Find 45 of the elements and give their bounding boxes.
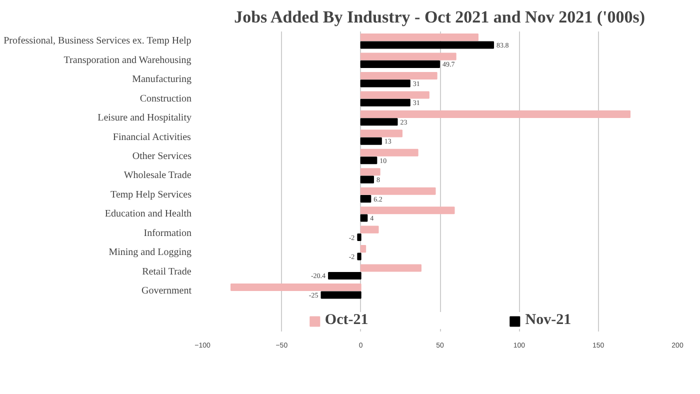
bar	[360, 195, 372, 203]
y-tick-label: Government	[142, 286, 192, 297]
bar	[320, 291, 362, 299]
bar	[360, 130, 402, 138]
bar	[360, 156, 378, 164]
bar	[360, 80, 410, 88]
bar	[360, 137, 382, 145]
bar	[357, 234, 362, 242]
bar	[360, 176, 374, 184]
bar	[360, 264, 422, 272]
bar	[360, 206, 455, 214]
chart-title: Jobs Added By Industry - Oct 2021 and Nov 2021 ('000s)	[234, 8, 645, 26]
y-tick-label: Leisure and Hospitality	[98, 112, 192, 124]
bar	[360, 34, 478, 42]
y-tick-label: Construction	[140, 93, 192, 104]
bar	[360, 91, 430, 99]
y-tick-label: Transporation and Warehousing	[64, 54, 192, 66]
bar	[360, 168, 380, 176]
bar	[360, 148, 418, 156]
legend-label: Nov-21	[525, 312, 572, 329]
bar	[360, 226, 379, 234]
y-tick-label: Temp Help Services	[110, 189, 192, 200]
bar	[360, 110, 630, 118]
bar	[360, 52, 456, 60]
legend-label: Oct-21	[324, 312, 368, 329]
y-tick-label: Information	[144, 228, 192, 239]
bar	[328, 272, 362, 280]
y-tick-label: Education and Health	[104, 208, 192, 220]
bar	[360, 214, 368, 222]
y-tick-label: Financial Activities	[112, 132, 192, 143]
bar	[230, 284, 362, 292]
bar	[360, 98, 410, 106]
bar	[357, 252, 362, 260]
bar	[360, 118, 398, 126]
bar	[360, 72, 438, 80]
y-tick-label: Manufacturing	[132, 74, 192, 86]
y-tick-label: Professional, Business Services ex. Temp Help	[4, 36, 192, 47]
y-tick-label: Retail Trade	[142, 266, 192, 278]
y-tick-label: Mining and Logging	[108, 247, 192, 258]
bar	[360, 187, 436, 195]
y-tick-label: Other Services	[132, 151, 192, 162]
bar	[360, 60, 440, 68]
bar	[360, 41, 494, 49]
bar	[360, 245, 366, 253]
y-tick-label: Wholesale Trade	[124, 170, 192, 182]
